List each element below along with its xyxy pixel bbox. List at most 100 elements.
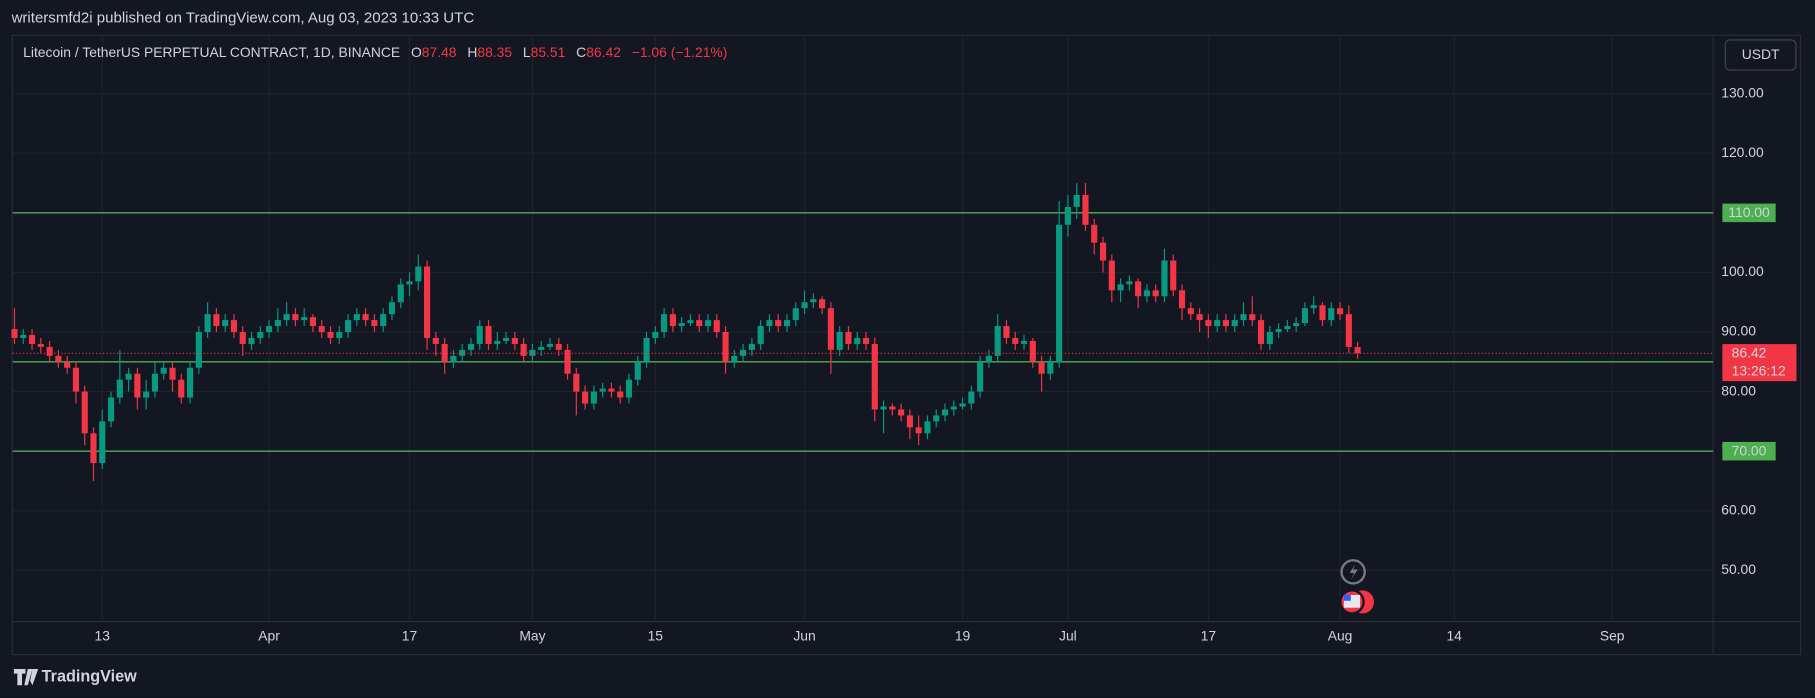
currency-label[interactable]: USDT xyxy=(1742,46,1780,62)
candle-body xyxy=(617,391,624,398)
candle-body xyxy=(415,266,422,282)
x-tick-label: 14 xyxy=(1446,627,1462,643)
candle-body xyxy=(538,346,545,350)
legend-change: −1.06 (−1.21%) xyxy=(632,44,728,60)
candle-body xyxy=(257,332,264,338)
legend-title: Litecoin / TetherUS PERPETUAL CONTRACT, … xyxy=(23,44,400,60)
lightning-glyph xyxy=(1349,563,1358,580)
candle-body xyxy=(1126,281,1133,285)
candle-body xyxy=(783,320,791,327)
candle-body xyxy=(520,343,527,356)
candle-body xyxy=(880,406,887,410)
candle-body xyxy=(1170,260,1177,291)
candle-body xyxy=(28,334,36,344)
candle-body xyxy=(99,421,106,464)
candle-body xyxy=(924,421,931,434)
publisher-line: writersmfd2i published on TradingView.co… xyxy=(11,9,475,26)
candle-body xyxy=(1249,314,1256,321)
candle-body xyxy=(1293,323,1300,327)
candle-body xyxy=(950,406,957,410)
candles xyxy=(11,183,1714,481)
candle-body xyxy=(1275,329,1282,333)
candle-body xyxy=(1301,308,1309,324)
candle-body xyxy=(1196,314,1203,321)
candle-body xyxy=(195,332,202,368)
candle-body xyxy=(775,320,782,327)
candle-body xyxy=(476,326,483,344)
candle-body xyxy=(1257,320,1265,344)
x-tick-label: 15 xyxy=(648,627,664,643)
x-tick-label: 19 xyxy=(955,627,971,643)
candle-body xyxy=(204,314,211,333)
candle-body xyxy=(1029,340,1036,362)
candle-body xyxy=(511,337,518,344)
event-icon[interactable] xyxy=(1340,559,1366,585)
candle-body xyxy=(11,329,18,338)
candle-body xyxy=(678,323,685,327)
candle-body xyxy=(766,320,773,327)
candle-body xyxy=(669,314,676,327)
candle-body xyxy=(362,314,369,321)
candle-body xyxy=(906,415,913,428)
candle-body xyxy=(915,427,922,434)
candle-body xyxy=(827,308,834,350)
countdown-label: 13:26:12 xyxy=(1732,363,1786,379)
candle-body xyxy=(1222,320,1230,327)
candle-body xyxy=(1091,224,1098,243)
candle-body xyxy=(1205,320,1212,327)
x-tick-label: Aug xyxy=(1328,627,1353,643)
currency-button[interactable] xyxy=(1724,39,1797,71)
candle-body xyxy=(810,299,817,303)
candle-body xyxy=(748,343,755,350)
legend-h: H xyxy=(467,44,477,60)
legend: Litecoin / TetherUS PERPETUAL CONTRACT, … xyxy=(23,44,727,60)
candle-body xyxy=(862,337,870,344)
candle-body xyxy=(90,433,97,464)
candle-body xyxy=(1231,320,1238,327)
candle-body xyxy=(116,379,123,398)
candle-body xyxy=(265,326,273,333)
x-tick-label: Apr xyxy=(258,627,280,643)
candle-body xyxy=(625,379,633,398)
candle-body xyxy=(590,391,597,404)
candle-body xyxy=(292,314,299,321)
candle-body xyxy=(424,266,431,338)
candle-body xyxy=(283,314,290,321)
candle-body xyxy=(1178,290,1186,309)
candle-body xyxy=(160,367,167,374)
candle-body xyxy=(968,391,975,404)
legend-high: 88.35 xyxy=(477,44,512,60)
candle-body xyxy=(1240,314,1247,321)
candle-body xyxy=(564,349,571,374)
candle-body xyxy=(1012,337,1019,344)
candle-body xyxy=(933,415,940,422)
candle-body xyxy=(1073,194,1080,207)
candle-body xyxy=(1003,326,1010,338)
candle-body xyxy=(1108,260,1115,291)
legend-close: 86.42 xyxy=(586,44,621,60)
candle-body xyxy=(836,332,843,350)
brand-name: TradingView xyxy=(42,667,137,685)
y-tick-label: 90.00 xyxy=(1721,323,1756,339)
candle-body xyxy=(301,317,308,321)
candle-body xyxy=(37,343,44,347)
candle-body xyxy=(1345,314,1352,348)
candle-body xyxy=(406,281,413,285)
candle-body xyxy=(977,361,984,392)
x-tick-label: Jul xyxy=(1059,627,1077,643)
candle-body xyxy=(661,314,668,333)
x-tick-label: 13 xyxy=(95,627,111,643)
candle-body xyxy=(1082,194,1089,225)
candle-body xyxy=(274,320,281,327)
candle-body xyxy=(1038,361,1045,374)
candle-body xyxy=(1047,361,1054,374)
candle-body xyxy=(81,391,88,434)
candle-body xyxy=(55,355,62,362)
candle-body xyxy=(125,373,132,380)
candle-body xyxy=(432,337,439,344)
candle-body xyxy=(1310,305,1317,309)
candle-body xyxy=(318,326,325,333)
x-tick-label: 17 xyxy=(402,627,418,643)
candle-body xyxy=(441,343,448,362)
